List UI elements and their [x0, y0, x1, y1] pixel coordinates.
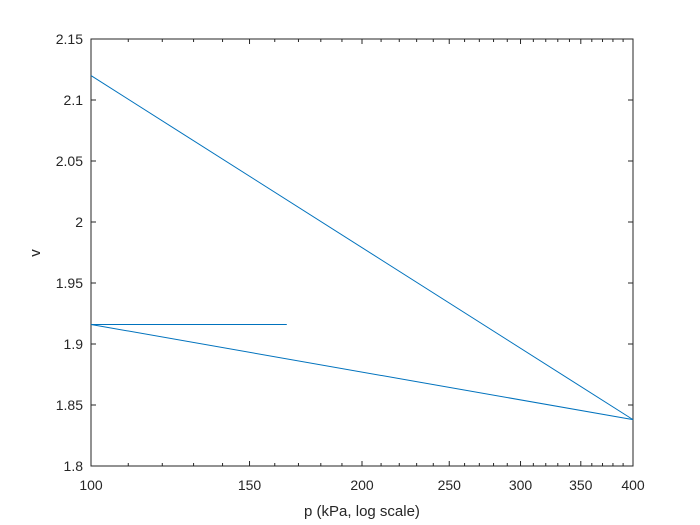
x-tick-label: 400: [621, 477, 645, 493]
x-tick-label: 150: [238, 477, 262, 493]
y-tick-label: 2.1: [64, 92, 84, 108]
series-group: [90, 75, 634, 421]
y-tick-label: 2.15: [56, 31, 83, 47]
y-tick-label: 1.85: [56, 397, 83, 413]
x-tick-group: 100 150 200 250 300 350 400: [79, 39, 645, 493]
x-tick-label: 200: [350, 477, 374, 493]
x-tick-label: 300: [509, 477, 533, 493]
series-line-2: [90, 323, 634, 421]
x-tick-label: 350: [569, 477, 593, 493]
x-tick-label: 100: [79, 477, 103, 493]
y-tick-label: 1.9: [64, 336, 84, 352]
y-tick-label: 2.05: [56, 153, 83, 169]
x-tick-label: 250: [438, 477, 462, 493]
plot-area: [90, 38, 634, 467]
minor-tick-group: [127, 39, 624, 466]
y-axis-label: v: [27, 249, 44, 257]
series-line-3: [90, 75, 634, 421]
y-tick-label: 2: [75, 214, 83, 230]
y-tick-label: 1.95: [56, 275, 83, 291]
x-axis-label: p (kPa, log scale): [304, 503, 420, 520]
y-tick-label: 1.8: [64, 458, 84, 474]
y-tick-group: 1.8 1.85 1.9 1.95 2 2.05 2.1 2.15: [56, 31, 633, 474]
